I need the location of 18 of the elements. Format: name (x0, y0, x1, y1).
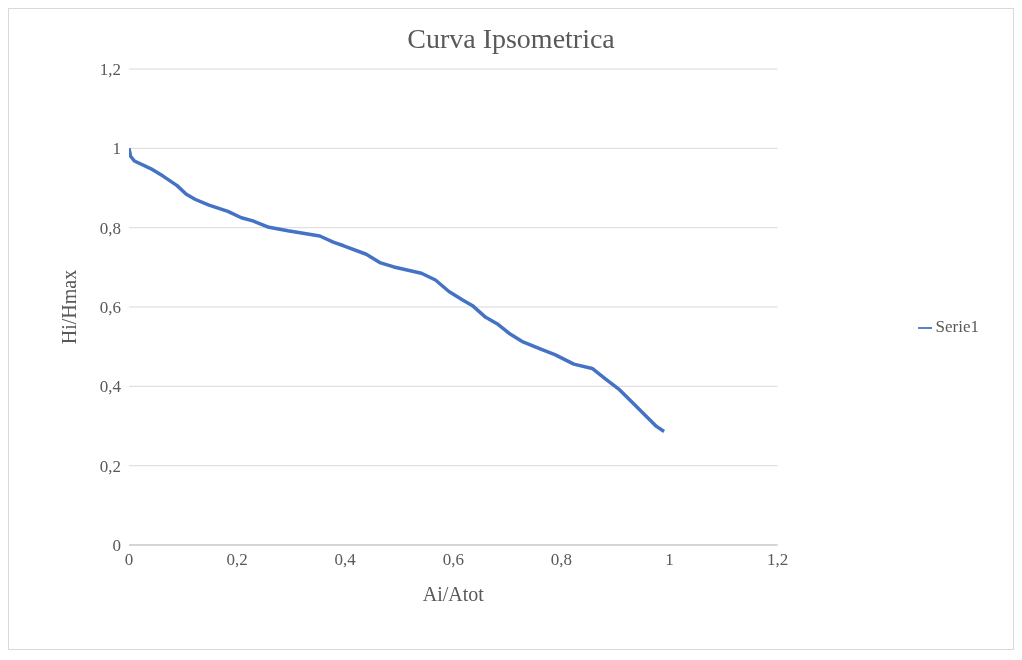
x-tick-label: 0,4 (334, 550, 357, 570)
legend-label: Serie1 (935, 317, 979, 336)
y-tick-label: 0 (112, 536, 121, 556)
x-tick-label: 0,6 (442, 550, 464, 570)
x-tick-label: 0,2 (226, 550, 248, 570)
y-tick-label: 1,2 (99, 60, 121, 80)
y-tick-label: 0,8 (99, 218, 121, 238)
x-tick-label: 1 (665, 550, 674, 570)
x-axis-title: Ai/Atot (422, 583, 485, 605)
y-tick-label: 0,4 (99, 377, 122, 397)
x-tick-label: 1,2 (766, 550, 789, 570)
line-series (129, 146, 666, 434)
y-tick-label: 0,2 (99, 456, 121, 476)
y-tick-label: 0,6 (99, 298, 121, 318)
y-tick-label: 1 (112, 139, 121, 159)
y-axis-title: Hi/Hmax (58, 269, 81, 345)
x-tick-label: 0,8 (550, 550, 572, 570)
chart-title: Curva Ipsometrica (406, 23, 616, 55)
